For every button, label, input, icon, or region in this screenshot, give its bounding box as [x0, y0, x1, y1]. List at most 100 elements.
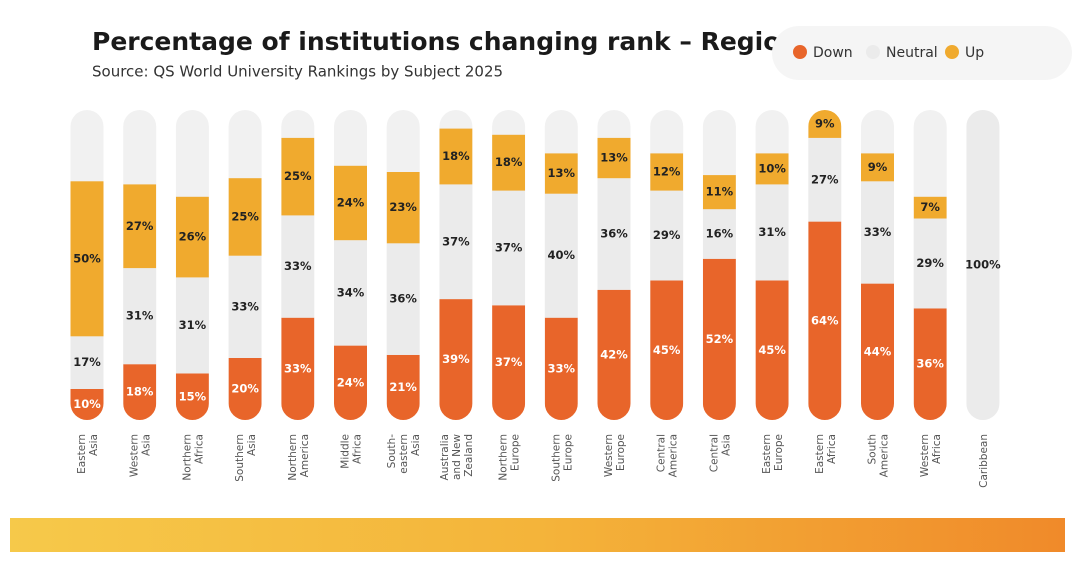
x-tick-label: NorthernEurope — [498, 434, 522, 481]
bar-segment — [281, 317, 315, 420]
bar-segment — [544, 193, 578, 318]
bar-segment — [386, 243, 420, 355]
value-label: 42% — [600, 347, 628, 361]
bar-segment — [228, 358, 262, 420]
value-label: 31% — [126, 309, 154, 323]
bar-group — [808, 110, 842, 420]
value-label: 16% — [706, 227, 734, 241]
bar-segment — [913, 308, 947, 420]
value-label: 40% — [548, 248, 576, 262]
bar-segment — [386, 172, 420, 244]
value-label: 33% — [548, 361, 576, 375]
bar-segment — [334, 345, 367, 420]
value-label: 27% — [126, 219, 154, 233]
x-tick-label: SouthernEurope — [550, 434, 574, 482]
value-label: 52% — [706, 332, 734, 346]
value-label: 50% — [73, 251, 101, 265]
bar-segment — [702, 258, 736, 420]
value-label: 18% — [442, 149, 470, 163]
bar-segment — [808, 110, 842, 138]
x-tick-label: SouthernAsia — [234, 434, 258, 482]
value-label: 25% — [284, 169, 312, 183]
value-label: 45% — [758, 343, 786, 357]
bar-segment — [70, 336, 104, 389]
value-label: 7% — [920, 200, 940, 214]
bar-segment — [650, 190, 684, 281]
value-label: 11% — [706, 185, 734, 199]
bar-segment — [702, 209, 736, 259]
value-label: 13% — [548, 166, 576, 180]
value-label: 29% — [916, 256, 944, 270]
bar-group — [544, 153, 578, 420]
value-label: 21% — [389, 380, 417, 394]
value-label: 17% — [73, 355, 101, 369]
legend-swatch — [793, 45, 807, 59]
value-label: 33% — [864, 225, 892, 239]
value-label: 26% — [179, 230, 207, 244]
bar-group — [386, 172, 420, 420]
value-label: 36% — [916, 357, 944, 371]
bar-segment — [439, 184, 473, 300]
bar-segment — [492, 190, 526, 306]
bar-segment — [334, 165, 367, 241]
x-tick-label: WesternAfrica — [919, 434, 943, 477]
value-label: 36% — [389, 292, 417, 306]
bar-group — [228, 178, 262, 420]
bar-segment — [123, 268, 157, 365]
x-tick-label: EasternEurope — [761, 434, 785, 474]
value-label: 37% — [495, 355, 523, 369]
bar-segment — [755, 184, 789, 281]
value-label: 25% — [231, 209, 259, 223]
bar-segment — [597, 289, 631, 420]
x-tick-label: NorthernAfrica — [181, 434, 205, 481]
value-label: 9% — [815, 116, 835, 130]
bar-segment — [597, 178, 631, 290]
bar-segment — [755, 153, 789, 185]
bar-group — [650, 153, 684, 420]
bar-group — [123, 184, 157, 420]
x-tick-label: CentralAmerica — [656, 434, 680, 477]
legend-label: Down — [813, 45, 853, 61]
x-tick-label: NorthernAmerica — [287, 434, 311, 481]
bar-segment — [70, 181, 104, 337]
bar-segment — [650, 153, 684, 191]
bar-group — [281, 137, 315, 420]
bar-segment — [70, 389, 104, 420]
bar-segment — [175, 196, 209, 278]
footer-band — [10, 518, 1065, 552]
value-label: 31% — [758, 225, 786, 239]
bar-segment — [386, 354, 420, 420]
value-label: 34% — [337, 285, 365, 299]
bar-segment — [650, 280, 684, 420]
value-label: 12% — [653, 165, 681, 179]
bar-segment — [439, 128, 473, 185]
bar-segment — [913, 218, 947, 309]
bar-segment — [755, 280, 789, 420]
bar-segment — [808, 137, 842, 222]
bar-segment — [702, 175, 736, 210]
value-label: 37% — [495, 240, 523, 254]
value-label: 44% — [864, 344, 892, 358]
value-label: 10% — [73, 397, 101, 411]
x-tick-label: CentralAsia — [708, 434, 732, 472]
bar-group — [861, 153, 894, 420]
bar-segment — [597, 137, 631, 179]
bar-segment — [492, 134, 526, 191]
bar-group — [913, 196, 947, 420]
bar-group — [334, 165, 367, 420]
bar-group — [755, 153, 789, 420]
x-tick-label: EasternAsia — [76, 434, 100, 474]
x-tick-label: SouthAmerica — [867, 434, 891, 477]
bar-segment — [861, 181, 894, 284]
value-label: 24% — [337, 375, 365, 389]
bar-group — [966, 110, 1000, 420]
bar-segment — [281, 137, 315, 216]
bar-segment — [544, 153, 578, 194]
value-label: 18% — [495, 155, 523, 169]
x-tick-label: WesternAsia — [129, 434, 153, 477]
value-label: 9% — [868, 160, 888, 174]
x-tick-label: Caribbean — [978, 434, 990, 488]
bar-segment — [334, 240, 367, 346]
value-label: 15% — [179, 389, 207, 403]
bar-group — [597, 137, 631, 420]
